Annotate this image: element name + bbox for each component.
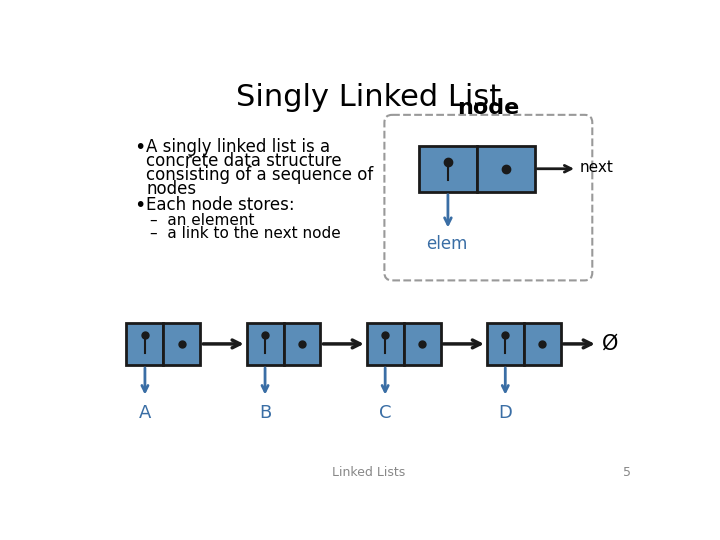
Bar: [404, 323, 441, 365]
Text: next: next: [580, 160, 614, 175]
Text: –  an element: – an element: [150, 213, 254, 228]
Text: concrete data structure: concrete data structure: [146, 152, 342, 170]
Bar: [523, 323, 561, 365]
Text: Singly Linked List: Singly Linked List: [236, 83, 502, 112]
Text: Each node stores:: Each node stores:: [146, 197, 295, 214]
Text: •: •: [134, 197, 145, 215]
Bar: [127, 323, 163, 365]
Text: Ø: Ø: [601, 334, 618, 354]
Text: elem: elem: [426, 235, 467, 253]
Bar: [419, 146, 477, 192]
Text: D: D: [498, 403, 512, 422]
Text: B: B: [259, 403, 271, 422]
Text: A singly linked list is a: A singly linked list is a: [146, 138, 330, 156]
Text: Linked Lists: Linked Lists: [333, 467, 405, 480]
Bar: [284, 323, 320, 365]
Bar: [487, 323, 523, 365]
Text: consisting of a sequence of: consisting of a sequence of: [146, 166, 374, 184]
Bar: [366, 323, 404, 365]
Text: •: •: [134, 138, 145, 157]
Bar: [477, 146, 534, 192]
Text: A: A: [139, 403, 151, 422]
Text: node: node: [457, 98, 519, 118]
Bar: [246, 323, 284, 365]
Text: nodes: nodes: [146, 179, 197, 198]
Bar: [163, 323, 200, 365]
Text: C: C: [379, 403, 392, 422]
Text: 5: 5: [623, 467, 631, 480]
Text: –  a link to the next node: – a link to the next node: [150, 226, 341, 241]
